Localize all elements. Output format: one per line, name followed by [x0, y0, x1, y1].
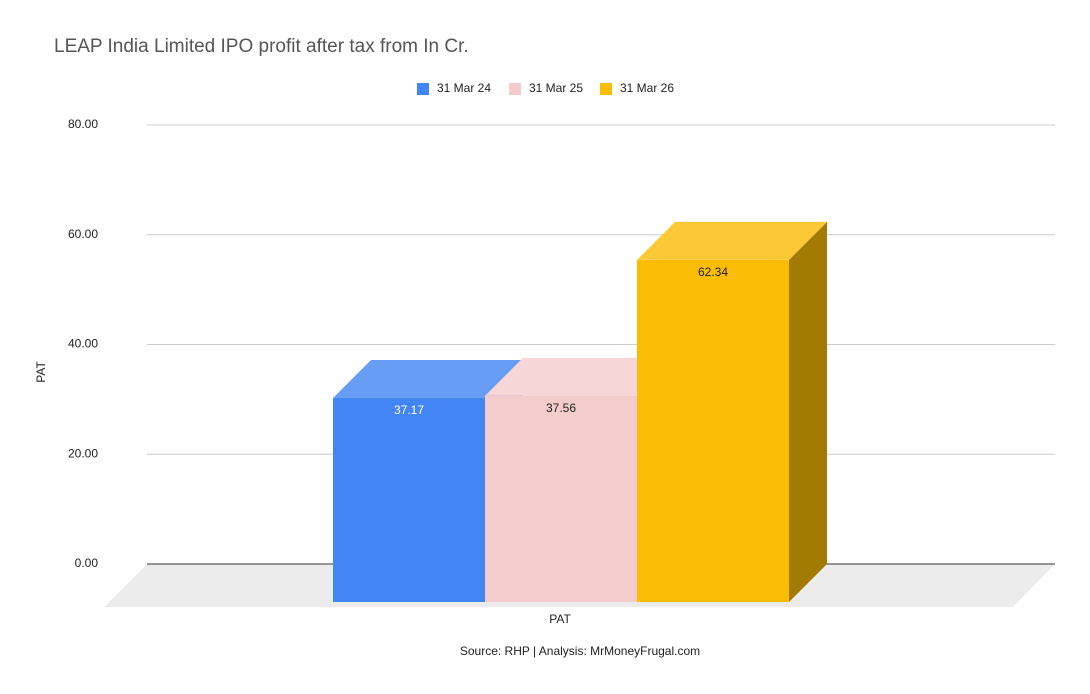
source-note: Source: RHP | Analysis: MrMoneyFrugal.co… — [460, 644, 700, 658]
y-tick-label: 60.00 — [68, 227, 98, 241]
chart-title: LEAP India Limited IPO profit after tax … — [54, 36, 469, 57]
bar-top — [485, 357, 675, 396]
bar-side — [789, 221, 827, 603]
y-tick-label: 20.00 — [68, 446, 98, 460]
legend-swatch — [417, 83, 429, 95]
bar-top — [637, 221, 827, 260]
y-tick-label: 80.00 — [68, 117, 98, 131]
data-label: 37.17 — [394, 403, 424, 417]
bar — [485, 395, 637, 602]
data-label: 62.34 — [698, 265, 728, 279]
legend-swatch — [600, 83, 612, 95]
x-axis-label: PAT — [549, 612, 571, 626]
legend-label: 31 Mar 26 — [620, 81, 674, 95]
legend-label: 31 Mar 24 — [437, 81, 491, 95]
legend-label: 31 Mar 25 — [529, 81, 583, 95]
bar — [333, 398, 485, 602]
bar — [637, 259, 789, 602]
y-tick-label: 0.00 — [75, 556, 99, 570]
bar-top — [333, 360, 523, 399]
legend-swatch — [509, 83, 521, 95]
y-axis-label: PAT — [34, 361, 48, 383]
x-tick-label: PAT — [549, 612, 571, 626]
y-tick-label: 40.00 — [68, 337, 98, 351]
data-label: 37.56 — [546, 401, 576, 415]
